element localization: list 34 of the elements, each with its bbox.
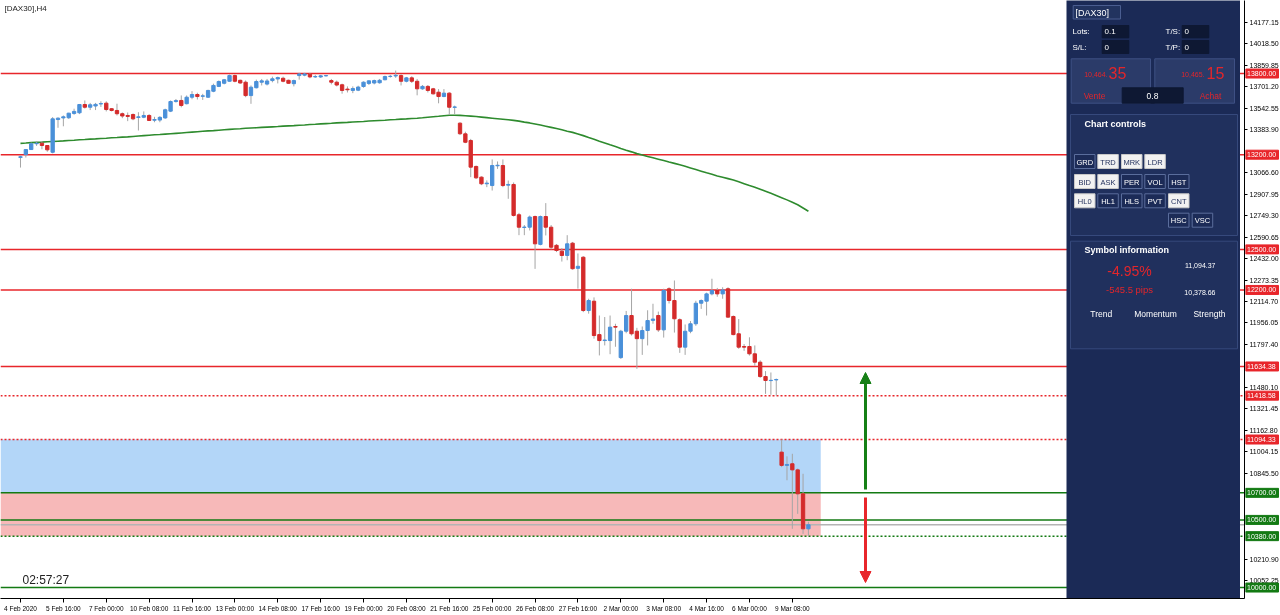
candlestick	[768, 371, 774, 396]
text: 15	[1206, 64, 1225, 82]
text: 0.1	[1104, 27, 1117, 36]
text: Chart controls	[1084, 118, 1147, 129]
text: Vente	[1083, 90, 1106, 101]
candlestick	[656, 311, 661, 333]
candlestick	[575, 252, 581, 290]
candlestick	[447, 91, 452, 116]
text: S/L:	[1072, 42, 1087, 52]
candlestick	[779, 439, 784, 468]
candlestick	[565, 234, 570, 261]
text: T/S:	[1165, 27, 1181, 36]
text: Lots:	[1072, 27, 1090, 36]
text: Momentum	[1134, 308, 1177, 319]
text: Achat	[1199, 90, 1223, 101]
text: Trend	[1090, 308, 1113, 319]
text: 0	[1104, 42, 1110, 52]
text: 0.8	[1146, 91, 1159, 101]
text: Strength	[1193, 308, 1226, 319]
text: Symbol information	[1084, 245, 1170, 255]
candlestick	[613, 323, 618, 348]
text: T/P:	[1165, 42, 1181, 52]
text: -545.5 pips	[1106, 284, 1154, 295]
text: 0	[1184, 42, 1190, 52]
candlestick	[784, 455, 790, 481]
text: -4.95%	[1107, 262, 1152, 279]
text: [DAX30],H4	[4, 4, 48, 13]
line-series	[19, 114, 810, 213]
candlestick	[506, 180, 511, 200]
annotation: 02:57:27	[22, 572, 70, 587]
candlestick	[500, 158, 506, 188]
text: [DAX30]	[1075, 7, 1110, 18]
text: 35	[1108, 64, 1127, 82]
text: 0	[1184, 27, 1190, 36]
